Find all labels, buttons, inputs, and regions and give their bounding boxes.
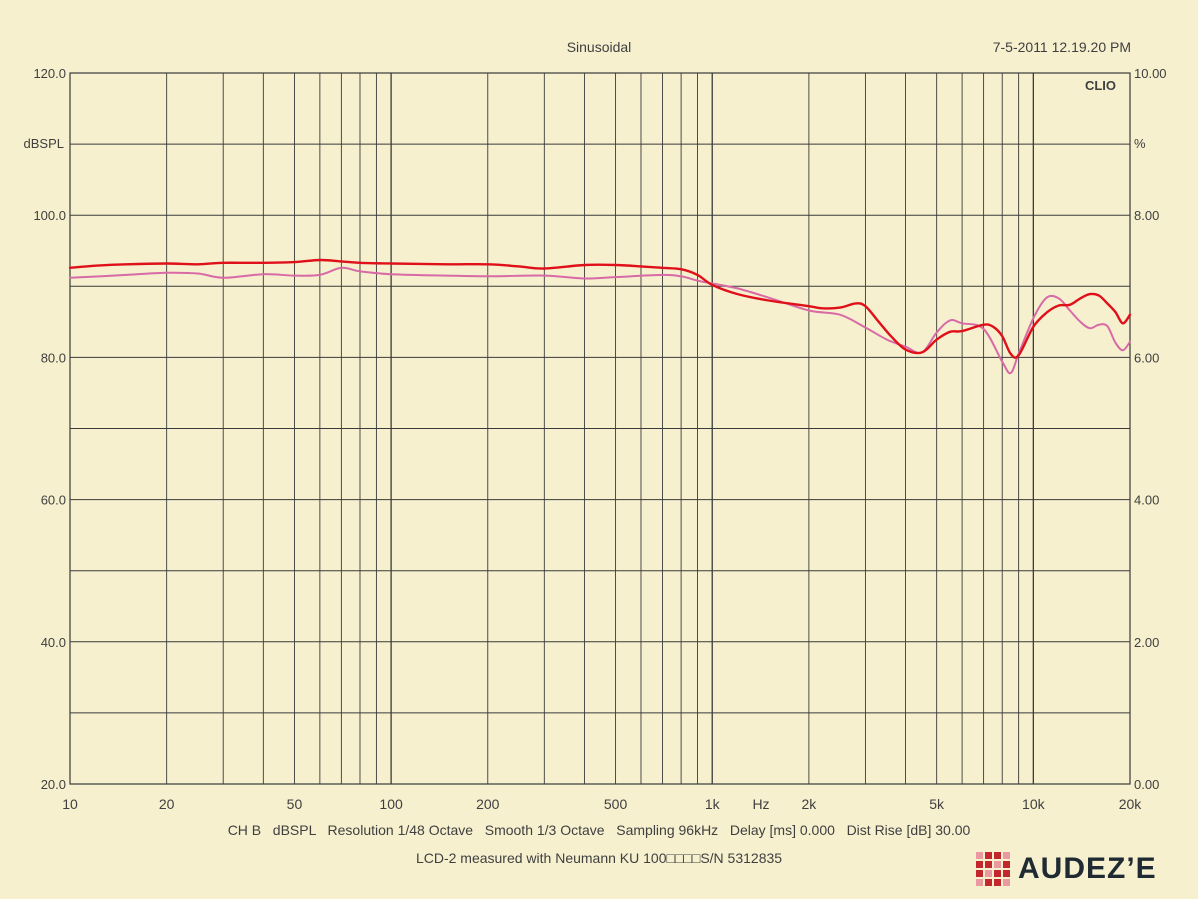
audeze-logo-icon bbox=[976, 852, 1010, 886]
y2-axis-label: % bbox=[1134, 136, 1146, 151]
y-tick-label: 120.0 bbox=[33, 66, 66, 81]
x-tick-labels: 10 20 50 100 200 500 1k 2k 5k 10k 20k bbox=[62, 796, 1142, 812]
x-tick-label: 50 bbox=[287, 796, 303, 812]
chart-title: Sinusoidal bbox=[567, 39, 632, 55]
y2-tick-label: 0.00 bbox=[1134, 777, 1159, 792]
audeze-logo-text: AUDEZ’E bbox=[1018, 852, 1157, 885]
major-grid bbox=[70, 73, 1130, 784]
x-tick-label: 20 bbox=[159, 796, 175, 812]
series-layer bbox=[68, 258, 1132, 375]
y-tick-label: 40.0 bbox=[41, 635, 66, 650]
x-axis-label: Hz bbox=[752, 796, 769, 812]
y-tick-labels: 120.0 100.0 80.0 60.0 40.0 20.0 bbox=[33, 66, 66, 792]
x-tick-label: 500 bbox=[604, 796, 628, 812]
y2-tick-labels: 10.00 8.00 6.00 4.00 2.00 0.00 bbox=[1134, 66, 1167, 792]
y-tick-label: 20.0 bbox=[41, 777, 66, 792]
y-tick-label: 100.0 bbox=[33, 208, 66, 223]
series-line-red bbox=[68, 258, 1132, 359]
y2-tick-label: 8.00 bbox=[1134, 208, 1159, 223]
y-tick-label: 80.0 bbox=[41, 350, 66, 365]
x-tick-label: 100 bbox=[379, 796, 403, 812]
x-tick-label: 2k bbox=[801, 796, 817, 812]
x-tick-label: 10 bbox=[62, 796, 78, 812]
y2-tick-label: 2.00 bbox=[1134, 635, 1159, 650]
clio-brand: CLIO bbox=[1085, 78, 1116, 93]
x-tick-label: 1k bbox=[705, 796, 721, 812]
y-axis-label: dBSPL bbox=[24, 136, 64, 151]
settings-line: CH B dBSPL Resolution 1/48 Octave Smooth… bbox=[227, 822, 971, 838]
x-tick-label: 10k bbox=[1022, 796, 1046, 812]
audeze-logo: AUDEZ’E bbox=[976, 851, 1157, 887]
y2-tick-label: 4.00 bbox=[1134, 493, 1159, 508]
series-line-pink bbox=[69, 266, 1131, 375]
x-tick-label: 200 bbox=[476, 796, 500, 812]
y-tick-label: 60.0 bbox=[41, 493, 66, 508]
timestamp: 7-5-2011 12.19.20 PM bbox=[993, 39, 1131, 55]
x-tick-label: 5k bbox=[929, 796, 945, 812]
plot-border bbox=[69, 72, 1131, 785]
x-tick-label: 20k bbox=[1119, 796, 1143, 812]
measurement-caption: LCD-2 measured with Neumann KU 100□□□□S/… bbox=[415, 850, 783, 866]
y2-tick-label: 10.00 bbox=[1134, 66, 1167, 81]
y2-tick-label: 6.00 bbox=[1134, 350, 1159, 365]
